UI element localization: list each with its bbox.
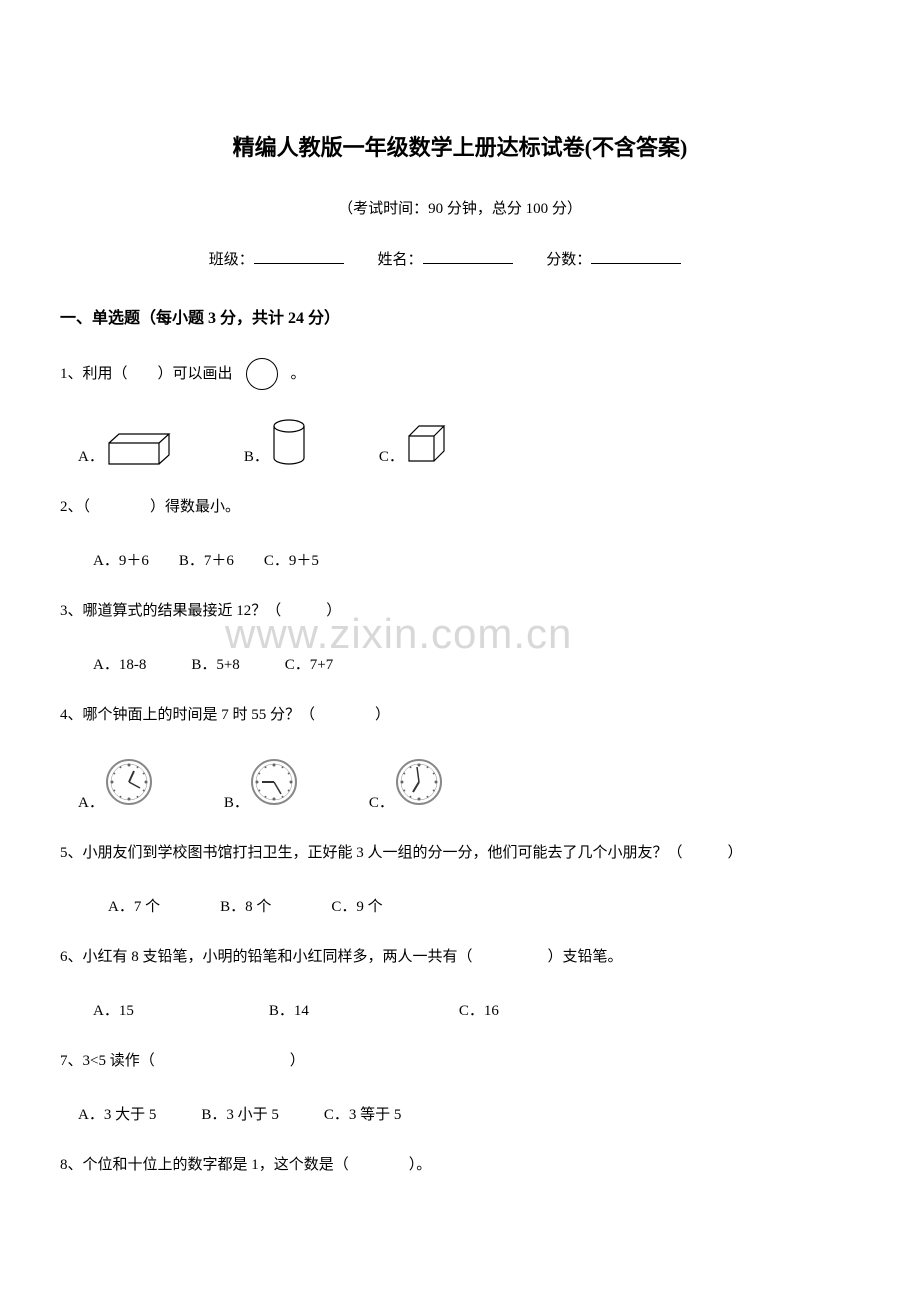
q1-optb-label: B． — [244, 445, 269, 466]
q4-optc-label: C． — [369, 791, 394, 812]
question-4: 4、哪个钟面上的时间是 7 时 55 分？（ ） — [60, 702, 860, 729]
name-blank — [423, 263, 513, 264]
score-label: 分数： — [546, 252, 591, 268]
question-1: 1、利用（ ）可以画出 。 — [60, 358, 860, 390]
score-blank — [591, 263, 681, 264]
q4-option-b: B． — [224, 757, 299, 812]
q1-opta-label: A． — [78, 445, 104, 466]
class-label: 班级： — [209, 252, 254, 268]
cube-icon — [404, 421, 449, 466]
cylinder-icon — [269, 418, 309, 466]
question-8: 8、个位和十位上的数字都是 1，这个数是（ ）。 — [60, 1152, 860, 1179]
q1-option-b: B． — [244, 418, 309, 466]
q5-options: A．7 个 B．8 个 C．9 个 — [60, 895, 860, 916]
q1-option-a: A． — [78, 431, 174, 466]
q1-option-c: C． — [379, 421, 449, 466]
q1-optc-label: C． — [379, 445, 404, 466]
clock-icon-a — [104, 757, 154, 812]
question-2: 2、（ ）得数最小。 — [60, 494, 860, 521]
q7-options: A．3 大于 5 B．3 小于 5 C．3 等于 5 — [60, 1103, 860, 1124]
q3-options: A．18-8 B．5+8 C．7+7 — [60, 653, 860, 674]
q2-options: A．9＋6 B．7＋6 C．9＋5 — [60, 549, 860, 570]
q4-options: A． — [60, 757, 860, 812]
circle-icon — [246, 358, 278, 390]
exam-info: （考试时间：90 分钟，总分 100 分） — [60, 197, 860, 218]
q1-text: 1、利用（ ）可以画出 — [60, 361, 233, 388]
q4-option-c: C． — [369, 757, 444, 812]
q1-text-end: 。 — [291, 361, 306, 388]
q1-options: A． B． C． — [60, 418, 860, 466]
exam-title: 精编人教版一年级数学上册达标试卷(不含答案) — [60, 130, 860, 162]
q4-option-a: A． — [78, 757, 154, 812]
question-6: 6、小红有 8 支铅笔，小明的铅笔和小红同样多，两人一共有（ ）支铅笔。 — [60, 944, 860, 971]
q6-options: A．15 B．14 C．16 — [60, 999, 860, 1020]
student-info: 班级： 姓名： 分数： — [60, 248, 860, 269]
class-blank — [254, 263, 344, 264]
q4-optb-label: B． — [224, 791, 249, 812]
question-3: 3、哪道算式的结果最接近 12？（ ） — [60, 598, 860, 625]
question-5: 5、小朋友们到学校图书馆打扫卫生，正好能 3 人一组的分一分，他们可能去了几个小… — [60, 840, 860, 867]
cuboid-icon — [104, 431, 174, 466]
question-7: 7、3<5 读作（ ） — [60, 1048, 860, 1075]
clock-icon-b — [249, 757, 299, 812]
section-header: 一、单选题（每小题 3 分，共计 24 分） — [60, 304, 860, 328]
content-wrapper: 精编人教版一年级数学上册达标试卷(不含答案) （考试时间：90 分钟，总分 10… — [60, 130, 860, 1179]
clock-icon-c — [394, 757, 444, 812]
q4-opta-label: A． — [78, 791, 104, 812]
name-label: 姓名： — [377, 252, 422, 268]
